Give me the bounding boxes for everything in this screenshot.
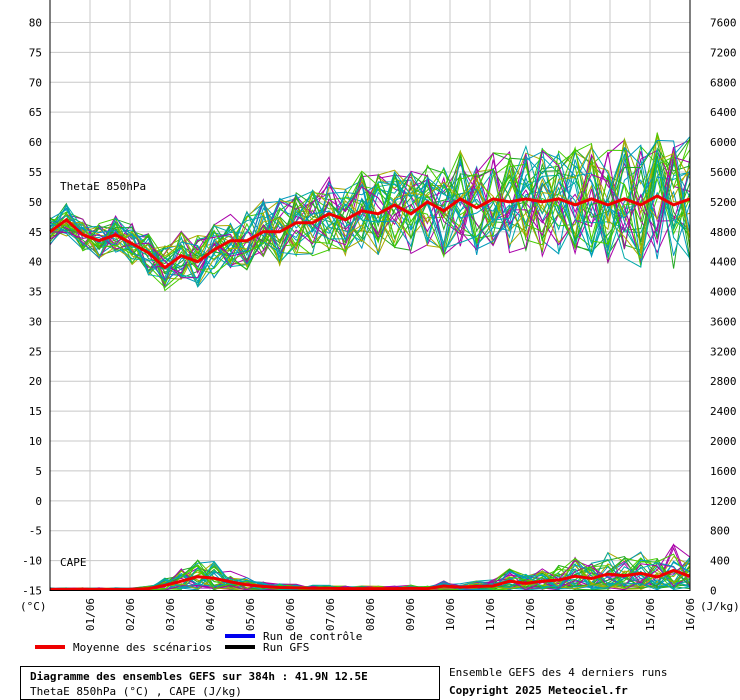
runs-note: Ensemble GEFS des 4 derniers runs [449, 666, 668, 679]
right-tick-label: 0 [710, 585, 717, 598]
right-tick-label: 5200 [710, 196, 737, 209]
x-tick-label: 14/06 [604, 598, 617, 631]
left-tick-label: -15 [22, 585, 42, 598]
left-tick-label: -5 [29, 525, 42, 538]
left-tick-label: 75 [29, 46, 42, 59]
copyright: Copyright 2025 Meteociel.fr [449, 684, 628, 697]
right-tick-label: 7600 [710, 17, 737, 30]
left-unit-label: (°C) [20, 600, 47, 613]
left-tick-label: 25 [29, 345, 42, 358]
right-tick-label: 400 [710, 555, 730, 568]
left-tick-label: 15 [29, 405, 42, 418]
left-tick-label: 5 [35, 465, 42, 478]
left-tick-label: 45 [29, 226, 42, 239]
right-unit-label: (J/kg) [700, 600, 740, 613]
ensemble-thetae-line [49, 149, 691, 288]
x-tick-label: 01/06 [84, 598, 97, 631]
left-tick-label: 35 [29, 286, 42, 299]
x-tick-label: 11/06 [484, 598, 497, 631]
mean-thetae-line [49, 194, 691, 270]
right-tick-label: 4400 [710, 256, 737, 269]
x-tick-label: 06/06 [284, 598, 297, 631]
right-tick-label: 4000 [710, 286, 737, 299]
right-tick-label: 2800 [710, 375, 737, 388]
left-tick-label: 60 [29, 136, 42, 149]
ensemble-thetae-line [49, 158, 691, 288]
right-tick-label: 5600 [710, 166, 737, 179]
thetae-annotation: ThetaE 850hPa [60, 180, 146, 193]
right-tick-label: 2000 [710, 435, 737, 448]
right-tick-label: 4800 [710, 226, 737, 239]
x-tick-label: 07/06 [324, 598, 337, 631]
right-tick-labels: 7600720068006400600056005200480044004000… [710, 17, 737, 598]
legend-gfs-label: Run GFS [263, 641, 309, 654]
legend-mean-label: Moyenne des scénarios [73, 641, 212, 654]
x-tick-label: 10/06 [444, 598, 457, 631]
legend-control-label: Run de contrôle [263, 630, 362, 643]
cape-annotation: CAPE [60, 556, 87, 569]
right-tick-label: 3200 [710, 345, 737, 358]
x-tick-label: 04/06 [204, 598, 217, 631]
footer-subtitle: ThetaE 850hPa (°C) , CAPE (J/kg) [30, 685, 242, 698]
ensemble-thetae-line [49, 145, 691, 275]
left-tick-label: 0 [35, 495, 42, 508]
x-tick-label: 09/06 [404, 598, 417, 631]
x-tick-label: 05/06 [244, 598, 257, 631]
left-tick-label: 80 [29, 17, 42, 30]
left-tick-label: 50 [29, 196, 42, 209]
left-tick-label: 55 [29, 166, 42, 179]
x-tick-labels: 01/06 02/06 03/06 04/06 05/06 06/06 07/06 08/06… [84, 598, 697, 631]
x-tick-label: 16/06 [684, 598, 697, 631]
ensemble-thetae-line [49, 145, 691, 287]
mean-series [49, 194, 691, 591]
left-tick-label: 20 [29, 375, 42, 388]
footer-title: Diagramme des ensembles GEFS sur 384h : … [30, 670, 368, 683]
right-tick-label: 1200 [710, 495, 737, 508]
right-tick-label: 2400 [710, 405, 737, 418]
left-tick-label: 65 [29, 106, 42, 119]
left-tick-label: 10 [29, 435, 42, 448]
left-tick-label: 70 [29, 76, 42, 89]
mean-cape-line [50, 568, 691, 591]
x-tick-label: 12/06 [524, 598, 537, 631]
x-tick-label: 02/06 [124, 598, 137, 631]
right-tick-label: 3600 [710, 315, 737, 328]
right-tick-label: 6000 [710, 136, 737, 149]
x-tick-label: 15/06 [644, 598, 657, 631]
x-tick-label: 08/06 [364, 598, 377, 631]
ensemble-thetae-line [49, 139, 691, 282]
right-tick-label: 800 [710, 525, 730, 538]
ensemble-thetae-line [49, 142, 691, 284]
right-tick-label: 7200 [710, 46, 737, 59]
right-tick-label: 1600 [710, 465, 737, 478]
ensemble-thetae-line [49, 132, 691, 269]
x-tick-label: 03/06 [164, 598, 177, 631]
x-tick-label: 13/06 [564, 598, 577, 631]
footer-box: Diagramme des ensembles GEFS sur 384h : … [20, 666, 440, 700]
left-tick-label: -10 [22, 555, 42, 568]
right-tick-label: 6800 [710, 76, 737, 89]
right-tick-label: 6400 [710, 106, 737, 119]
left-tick-label: 40 [29, 256, 42, 269]
left-tick-label: 30 [29, 315, 42, 328]
